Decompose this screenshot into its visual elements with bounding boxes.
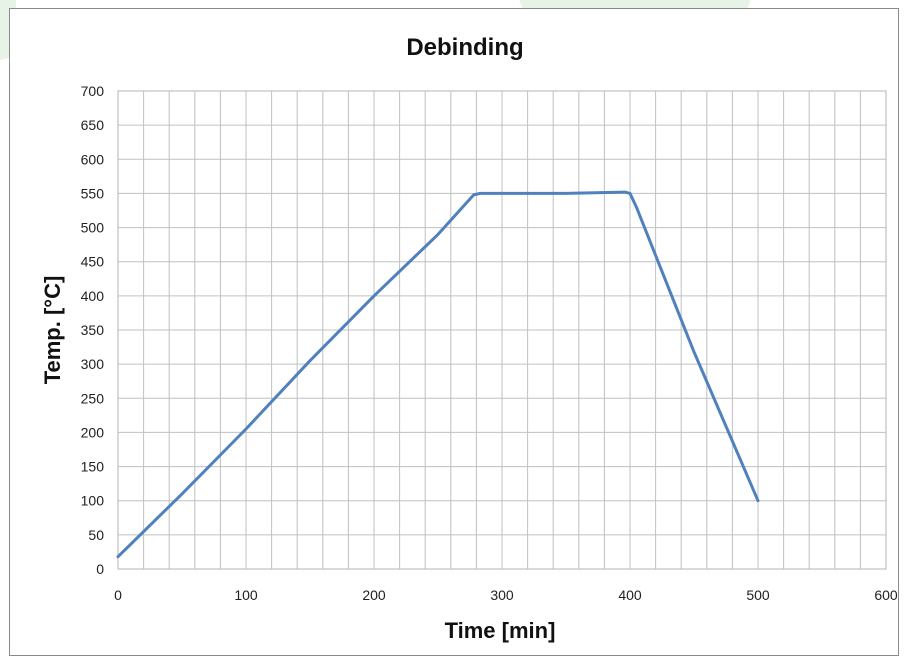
x-tick-label: 600 (874, 587, 898, 603)
y-tick-label: 50 (88, 527, 104, 543)
x-tick-label: 0 (114, 587, 122, 603)
y-tick-label: 350 (81, 322, 105, 338)
chart-frame (9, 8, 899, 656)
x-tick-label: 200 (362, 587, 386, 603)
y-tick-label: 650 (81, 117, 105, 133)
y-tick-label: 300 (81, 356, 105, 372)
y-tick-label: 450 (81, 254, 105, 270)
y-tick-label: 0 (96, 561, 104, 577)
y-tick-label: 150 (81, 459, 105, 475)
x-axis-label: Time [min] (445, 618, 556, 643)
y-tick-label: 200 (81, 424, 105, 440)
y-tick-label: 400 (81, 288, 105, 304)
plot-border (117, 90, 887, 570)
x-tick-label: 100 (234, 587, 258, 603)
y-tick-label: 100 (81, 493, 105, 509)
x-tick-label: 500 (746, 587, 770, 603)
y-axis-ticks: 0 50 100 150 200 250 300 350 400 450 500 550 600 650 7… (81, 83, 105, 577)
y-tick-label: 550 (81, 185, 105, 201)
chart-title: Debinding (406, 34, 523, 61)
x-tick-label: 300 (490, 587, 514, 603)
y-tick-label: 500 (81, 220, 105, 236)
y-tick-label: 250 (81, 390, 105, 406)
y-tick-label: 700 (81, 83, 105, 99)
y-tick-label: 600 (81, 151, 105, 167)
x-tick-label: 400 (618, 587, 642, 603)
y-axis-label: Temp. [°C] (40, 276, 65, 385)
series-line (116, 190, 760, 559)
grid (117, 90, 887, 570)
x-axis-ticks: 0 100 200 300 400 500 600 (114, 587, 898, 603)
